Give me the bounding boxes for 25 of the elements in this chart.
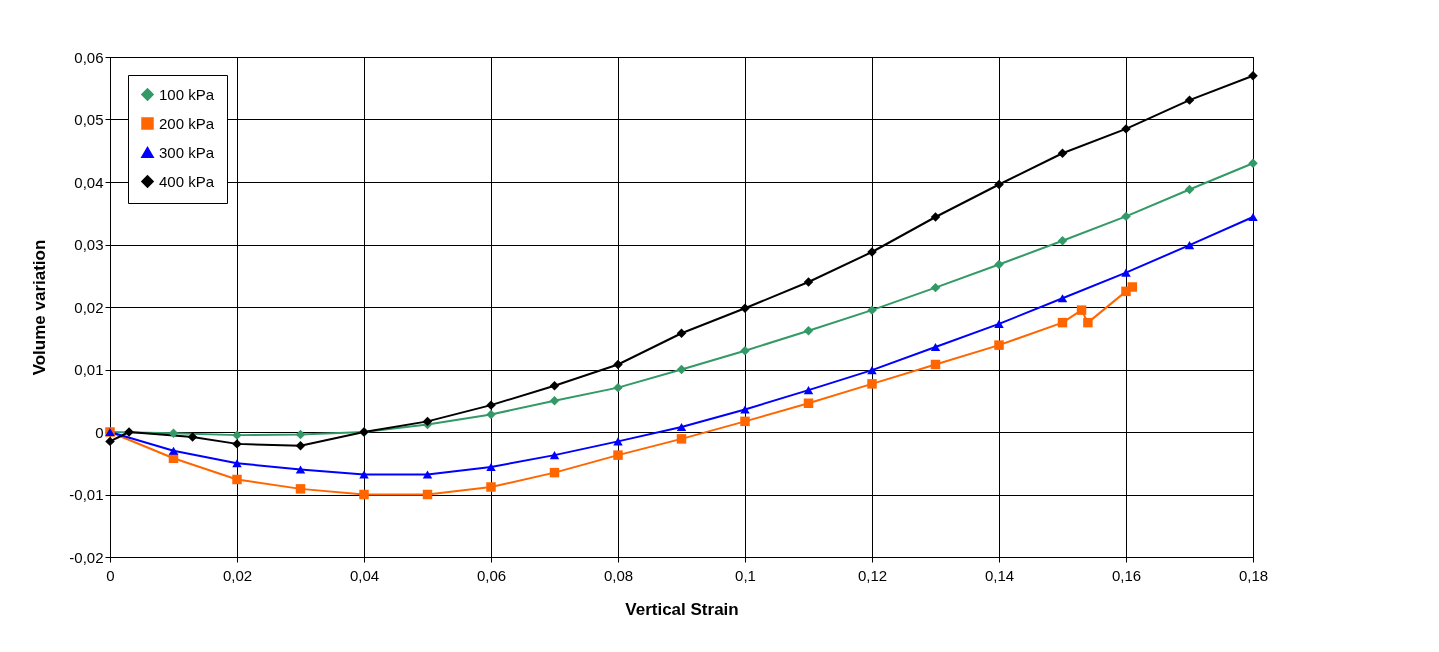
- y-tick-label: 0,01: [74, 361, 104, 378]
- x-tick-label: 0,12: [857, 566, 888, 584]
- y-tick-label: 0,05: [74, 111, 104, 128]
- x-axis-title: Vertical Strain: [625, 599, 739, 619]
- y-tick-label: 0,03: [74, 236, 104, 253]
- legend-label: 200 kPa: [159, 114, 215, 132]
- x-tick-label: 0: [106, 566, 115, 584]
- x-tick-label: 0,04: [349, 566, 380, 584]
- x-tick-label: 0,08: [603, 566, 634, 584]
- x-tick-label: 0,18: [1238, 566, 1269, 584]
- y-tick-label: -0,01: [69, 486, 104, 503]
- x-tick-label: 0,14: [984, 566, 1015, 584]
- x-tick-label: 0,16: [1111, 566, 1142, 584]
- legend-label: 400 kPa: [159, 172, 215, 190]
- y-tick-label: 0: [95, 423, 104, 441]
- x-tick-label: 0,06: [476, 566, 507, 584]
- y-axis-title: Volume variation: [30, 239, 50, 376]
- legend-label: 100 kPa: [159, 85, 215, 103]
- x-tick-label: 0,1: [735, 566, 756, 584]
- y-tick-label: 0,06: [74, 48, 104, 66]
- y-tick-label: -0,02: [69, 548, 104, 566]
- y-tick-label: 0,02: [74, 298, 104, 316]
- legend-label: 300 kPa: [159, 143, 215, 161]
- x-tick-label: 0,02: [222, 566, 253, 584]
- y-tick-label: 0,04: [74, 173, 104, 191]
